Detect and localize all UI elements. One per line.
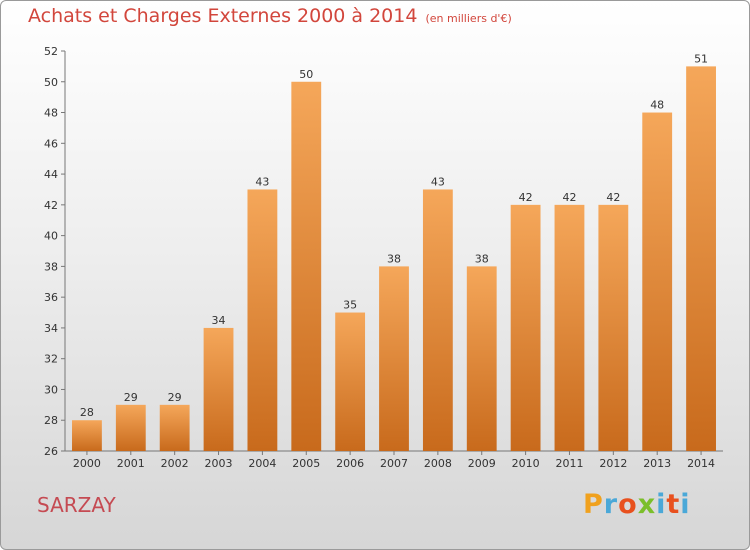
logo-letter: x [637,489,657,520]
chart-title-main: Achats et Charges Externes 2000 à 2014 [28,5,418,27]
y-tick-label: 44 [44,168,58,181]
x-tick-label: 2014 [687,457,715,470]
x-tick-label: 2004 [248,457,276,470]
y-tick-label: 36 [44,291,58,304]
bar-value-label: 29 [168,391,182,404]
y-tick-label: 50 [44,76,58,89]
y-tick-label: 42 [44,199,58,212]
bar [642,112,673,452]
x-tick-label: 2006 [336,457,364,470]
bar [554,204,585,451]
bar [379,266,409,451]
bar [159,404,190,451]
chart-subtitle: (en milliers d'€) [425,12,512,25]
x-tick-label: 2007 [380,457,408,470]
y-tick-label: 38 [44,260,58,273]
logo-letter: i [656,489,667,520]
x-tick-label: 2000 [73,457,101,470]
x-tick-label: 2010 [512,457,540,470]
y-tick-label: 46 [44,137,58,150]
bar [335,312,366,451]
bar [291,81,322,452]
bar [247,189,278,451]
bar-value-label: 38 [475,252,489,265]
bar-value-label: 38 [387,252,401,265]
bar [72,420,102,451]
bar [466,266,497,451]
bar-value-label: 34 [212,314,226,327]
logo-letter: i [680,489,691,520]
bar [115,404,146,451]
bar [422,189,453,451]
bar-value-label: 29 [124,391,138,404]
y-tick-label: 52 [44,45,58,58]
bar-value-label: 42 [606,191,620,204]
chart-title: Achats et Charges Externes 2000 à 2014 (e… [28,5,512,27]
proxiti-logo: Proxiti [583,489,691,520]
y-tick-label: 40 [44,230,58,243]
bar [203,327,234,451]
x-tick-label: 2008 [424,457,452,470]
commune-name: SARZAY [37,493,116,517]
logo-letter: t [666,489,681,520]
x-tick-label: 2003 [205,457,233,470]
bar-value-label: 42 [519,191,533,204]
x-tick-label: 2002 [161,457,189,470]
x-tick-label: 2001 [117,457,145,470]
x-tick-label: 2013 [643,457,671,470]
logo-letter: r [603,489,619,520]
y-tick-label: 32 [44,353,58,366]
bar-value-label: 42 [562,191,576,204]
bar [598,204,629,451]
bar [686,66,716,451]
y-tick-label: 34 [44,322,58,335]
logo-letter: P [583,489,604,520]
y-tick-label: 48 [44,107,58,120]
y-tick-label: 26 [44,445,58,458]
bar [510,204,541,451]
bar-value-label: 28 [80,406,94,419]
x-tick-label: 2012 [599,457,627,470]
bar-value-label: 50 [299,68,313,81]
bar-value-label: 48 [650,99,664,112]
chart-bars: 28 29 29 34 43 50 35 38 43 38 42 42 42 48 51 [72,52,716,452]
x-tick-label: 2005 [292,457,320,470]
x-tick-label: 2009 [468,457,496,470]
x-tick-label: 2011 [555,457,583,470]
bar-value-label: 43 [431,175,445,188]
y-tick-label: 30 [44,383,58,396]
logo-letter: o [618,489,638,520]
bar-value-label: 51 [694,52,708,65]
bar-value-label: 43 [255,175,269,188]
y-tick-label: 28 [44,414,58,427]
bar-value-label: 35 [343,299,357,312]
